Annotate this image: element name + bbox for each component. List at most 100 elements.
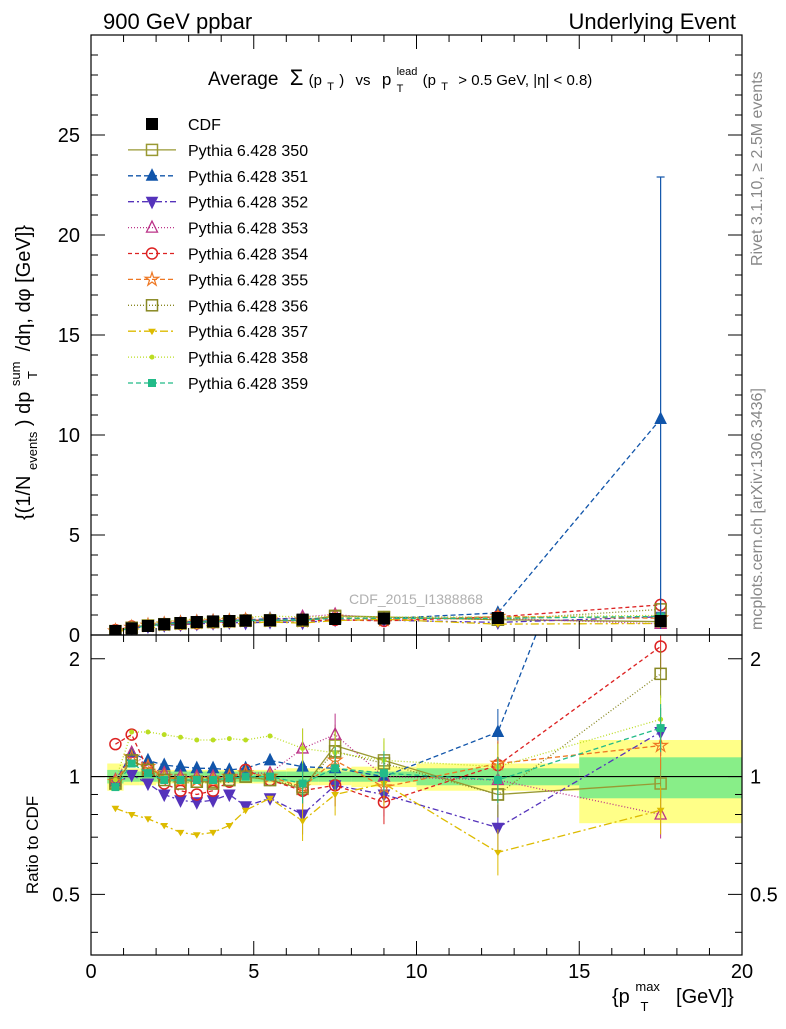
ratio-point-359 <box>266 772 275 781</box>
legend-label: Pythia 6.428 355 <box>188 272 308 289</box>
ratio-point-358 <box>210 737 216 743</box>
ratio-point-358 <box>129 729 135 735</box>
ratio-point-359 <box>493 775 502 784</box>
ratio-point-353 <box>125 744 139 758</box>
ylabel-c: /dη, dφ [GeV]} <box>13 225 35 352</box>
ratio-point-358 <box>300 745 306 751</box>
ratio-point-357 <box>225 822 234 830</box>
data-point-cdf <box>377 612 390 625</box>
legend-label: Pythia 6.428 357 <box>188 324 308 341</box>
ylabel-a: {(1/N <box>13 476 35 520</box>
ratio-line-352 <box>115 731 661 829</box>
ratio-tick-label-right: 2 <box>750 649 761 671</box>
xlabel-a: {p <box>612 986 630 1008</box>
header-left: 900 GeV ppbar <box>103 9 252 34</box>
ratio-point-359 <box>160 775 169 784</box>
ratio-point-354 <box>125 728 138 741</box>
legend: CDF Pythia 6.428 350 Pythia 6.428 351 Pythi… <box>128 117 308 393</box>
data-point-cdf <box>125 622 138 635</box>
data-point-cdf <box>296 613 309 626</box>
title-p-sub: T <box>397 83 404 95</box>
legend-label: Pythia 6.428 351 <box>188 169 308 186</box>
ylabel-b-sup: sum <box>8 362 23 387</box>
ratio-tick-label-left: 0.5 <box>52 884 80 906</box>
ratio-point-359 <box>176 775 185 784</box>
data-point-cdf <box>654 615 667 627</box>
ratio-point-359 <box>127 759 136 768</box>
title-main: Average <box>208 69 278 90</box>
title-sigma: Σ <box>290 65 304 90</box>
ratio-point-359 <box>209 775 218 784</box>
legend-marker <box>145 143 159 157</box>
legend-marker <box>145 219 159 233</box>
xlabel-sub: T <box>641 999 649 1014</box>
mcplots-label: mcplots.cern.ch [arXiv:1306.3436] <box>749 388 766 630</box>
header-right: Underlying Event <box>568 9 736 34</box>
x-tick-label: 5 <box>248 961 259 983</box>
ratio-point-359 <box>225 774 234 783</box>
analysis-watermark: CDF_2015_I1388868 <box>349 591 483 607</box>
ratio-point-357 <box>176 829 185 837</box>
legend-marker <box>145 168 159 181</box>
legend-marker <box>143 270 161 287</box>
ratio-point-354 <box>206 784 220 797</box>
ratio-tick-label-left: 1 <box>69 767 80 789</box>
legend-marker <box>149 354 155 360</box>
ratio-point-351 <box>491 724 505 737</box>
ratio-point-352 <box>491 822 505 836</box>
x-tick-label: 15 <box>568 961 590 983</box>
ratio-line-358 <box>114 718 661 781</box>
ratio-y-axis-label: Ratio to CDF <box>23 796 42 894</box>
title-p-sup: lead <box>397 66 418 78</box>
ratio-point-357 <box>266 795 274 803</box>
legend-label: Pythia 6.428 356 <box>188 298 308 315</box>
xlabel-b: [GeV]} <box>676 986 734 1008</box>
ratio-point-358 <box>112 777 118 783</box>
y-tick-label: 15 <box>58 325 80 347</box>
ratio-point-357 <box>656 807 665 815</box>
ratio-point-357 <box>160 822 169 830</box>
y-tick-label: 5 <box>69 525 80 547</box>
y-tick-label: 10 <box>58 425 80 447</box>
y-tick-label: 20 <box>58 225 80 247</box>
ratio-point-357 <box>298 818 307 825</box>
title-sigma-close: ) <box>339 72 344 89</box>
y-tick-label: 0 <box>69 625 80 647</box>
ratio-line-357 <box>115 782 661 854</box>
axis-ticks <box>90 35 743 955</box>
ratio-point-352 <box>125 769 138 783</box>
legend-marker <box>148 328 156 336</box>
ratio-point-358 <box>194 737 200 743</box>
data-point-cdf <box>158 618 171 631</box>
ratio-point-352 <box>141 778 155 792</box>
x-axis-label: {p max T [GeV]} <box>612 974 734 1016</box>
title-cut-rest: > 0.5 GeV, |η| < 0.8) <box>458 72 592 89</box>
title-p: p <box>382 70 391 89</box>
ratio-point-358 <box>226 736 232 742</box>
legend-label: CDF <box>188 117 221 134</box>
legend-marker <box>145 196 159 210</box>
legend-label: Pythia 6.428 350 <box>188 143 308 160</box>
title-cut-sub: T <box>441 81 448 93</box>
xlabel-sup: max <box>635 979 660 994</box>
ratio-series-layer <box>106 635 670 876</box>
ratio-point-357 <box>127 811 136 819</box>
ratio-point-359 <box>192 775 201 784</box>
y-axis-label: {(1/N events ) dp sum T /dη, dφ [GeV]} <box>3 225 42 520</box>
ratio-point-359 <box>331 764 340 773</box>
ratio-point-352 <box>239 801 252 814</box>
rivet-label: Rivet 3.1.10, ≥ 2.5M events <box>749 71 766 266</box>
data-point-cdf <box>223 615 236 627</box>
legend-label: Pythia 6.428 354 <box>188 247 308 264</box>
ylabel-a-sub: events <box>25 431 40 470</box>
legend-label: Pythia 6.428 352 <box>188 195 308 212</box>
legend-marker <box>145 299 159 312</box>
data-point-cdf <box>491 612 504 624</box>
title-vs: vs <box>356 72 371 89</box>
title-sigma-arg: (p <box>309 72 322 89</box>
ratio-point-357 <box>111 805 120 813</box>
ratio-line-351 <box>114 635 537 783</box>
ylabel-b-sub: T <box>25 371 40 379</box>
title-cut-open: (p <box>423 72 436 89</box>
ratio-point-352 <box>223 789 236 803</box>
